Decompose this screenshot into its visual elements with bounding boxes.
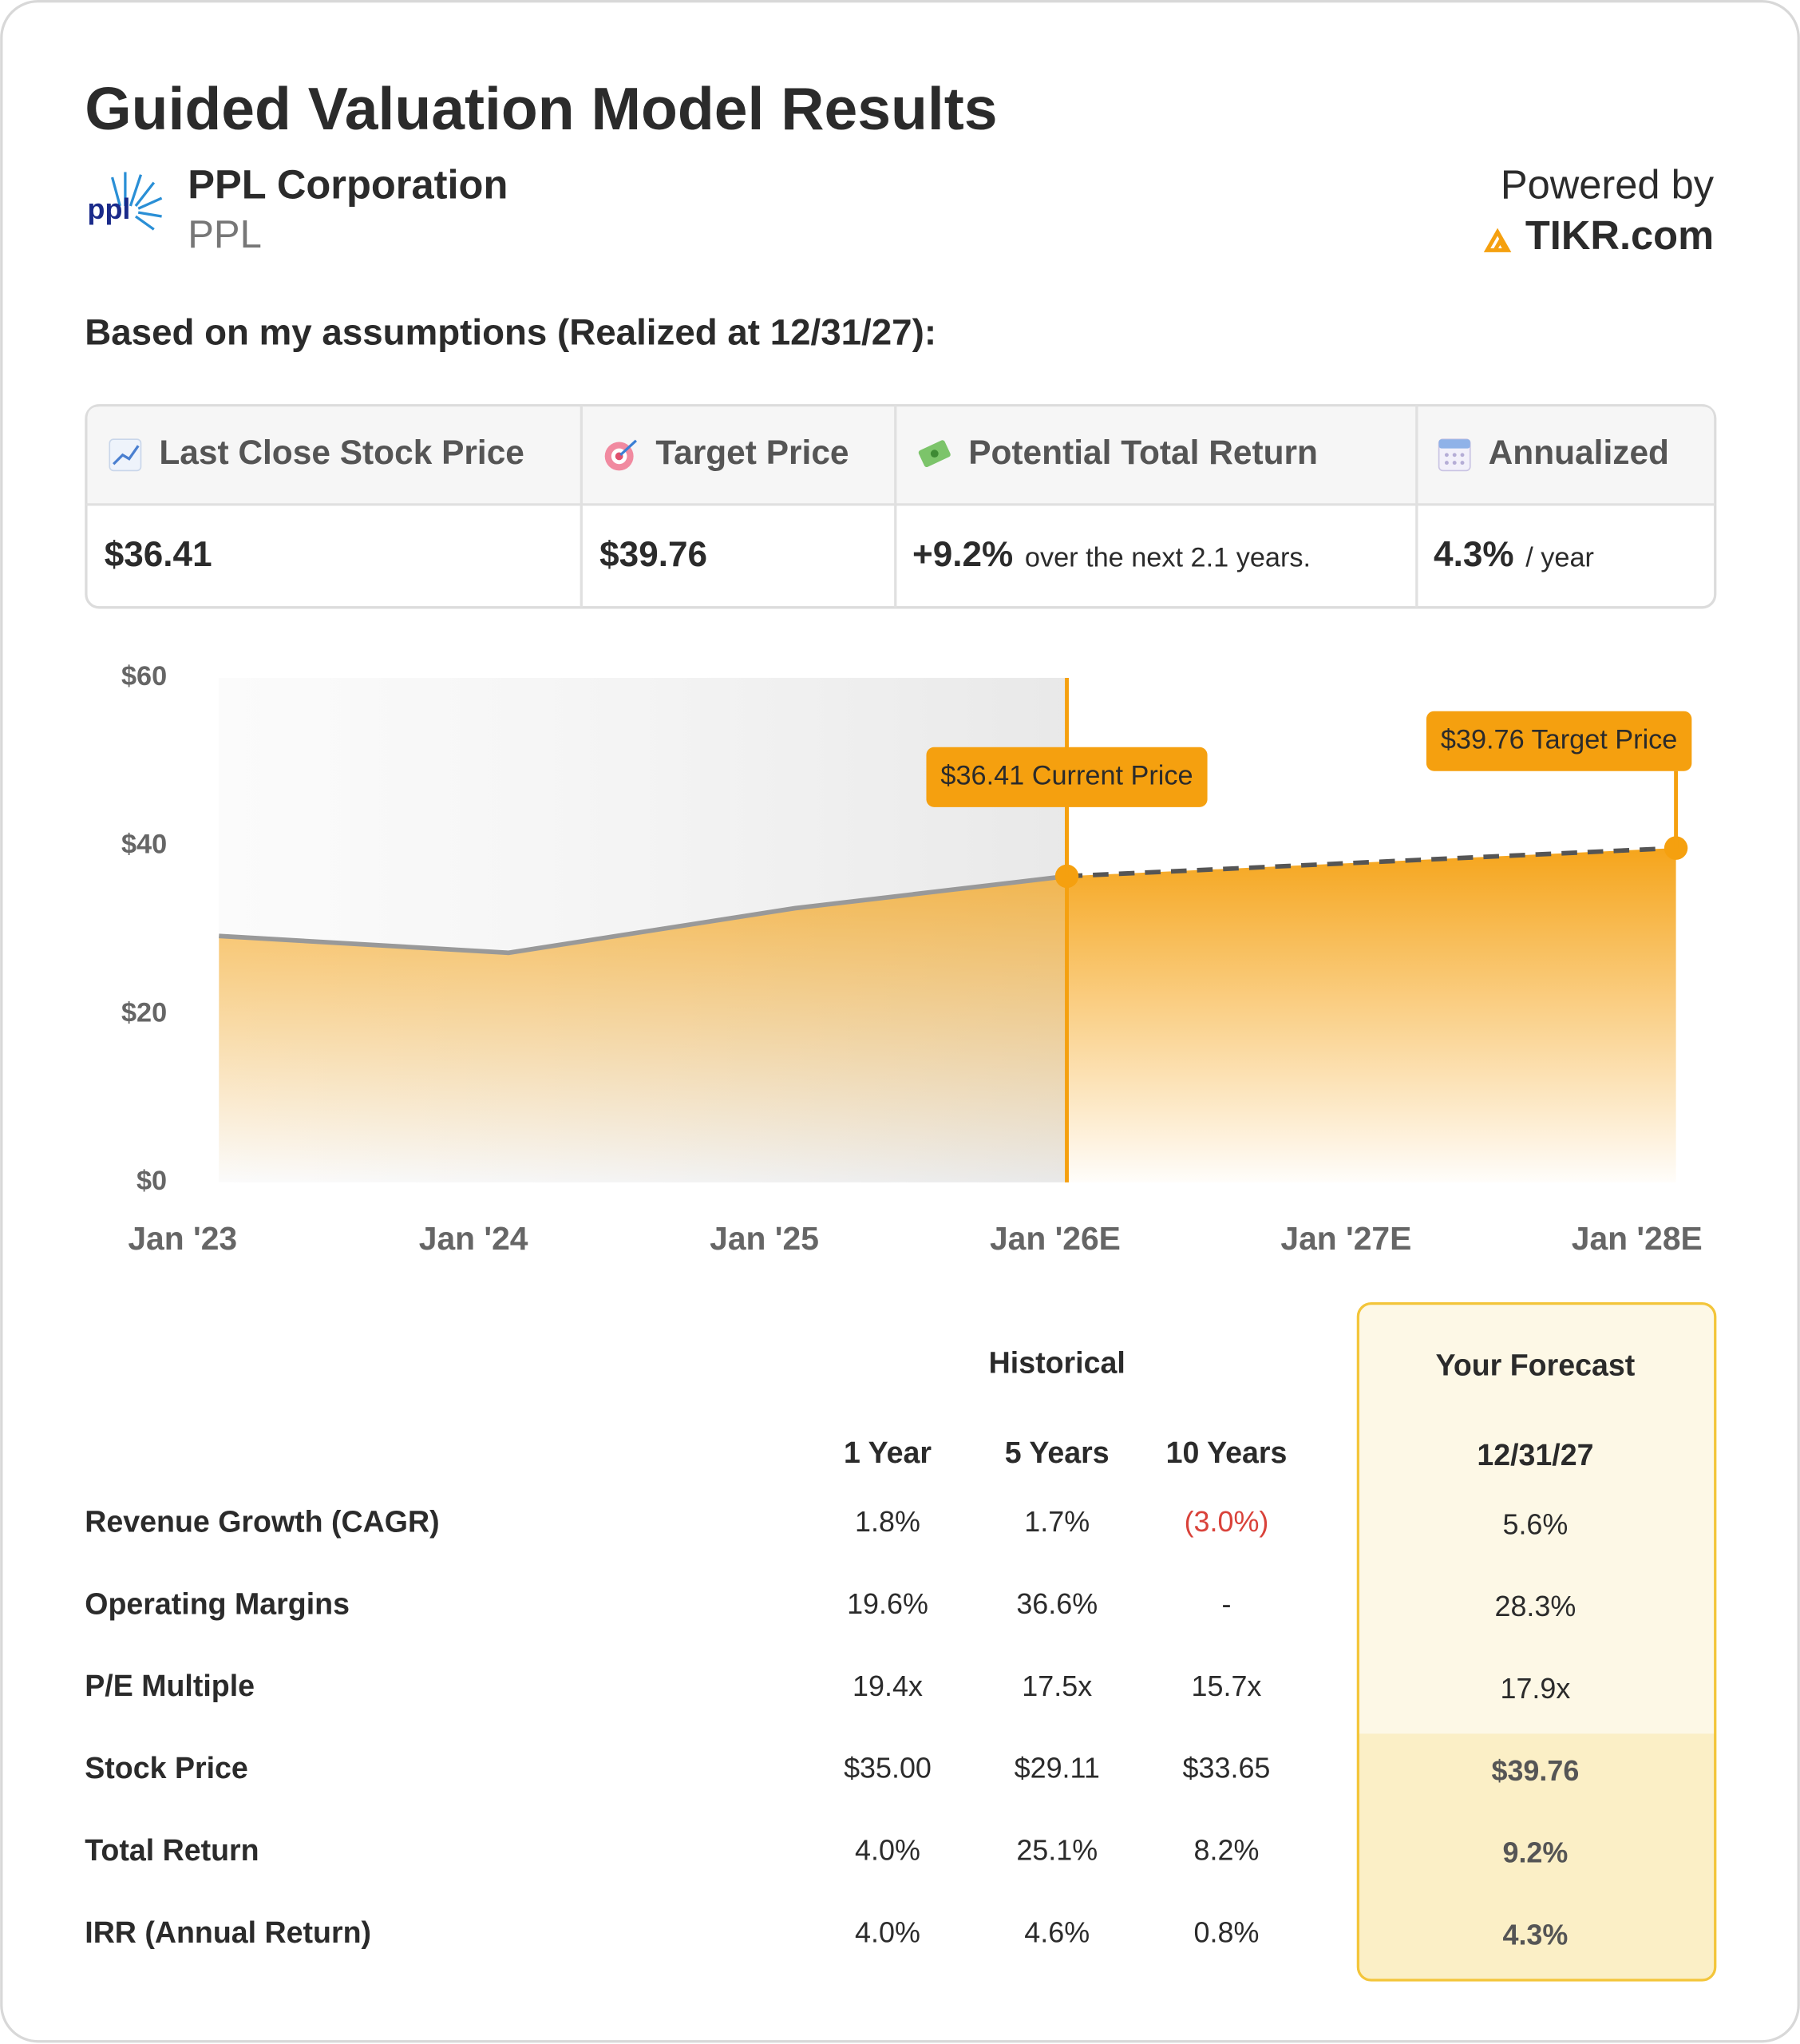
icon-chart bbox=[109, 438, 142, 472]
area-fill bbox=[219, 876, 1067, 1182]
column-header: 1 Year bbox=[844, 1436, 932, 1469]
forecast-cell: 17.9x bbox=[1500, 1672, 1570, 1705]
annotation-box bbox=[1426, 711, 1692, 771]
table-cell: 4.6% bbox=[1024, 1915, 1090, 1948]
table-cell: 19.4x bbox=[853, 1670, 923, 1702]
assumptions-heading: Based on my assumptions (Realized at 12/… bbox=[85, 312, 936, 353]
forecast-cell: 28.3% bbox=[1495, 1590, 1576, 1622]
icon-calendar bbox=[1438, 438, 1471, 472]
forecast-box bbox=[1356, 1302, 1717, 1982]
column-header: 10 Years bbox=[1166, 1436, 1288, 1469]
table-cell: $29.11 bbox=[1015, 1752, 1100, 1785]
row-label: Operating Margins bbox=[85, 1586, 350, 1620]
annotation: $39.76 Target Price bbox=[1426, 711, 1692, 849]
tikr-icon bbox=[1483, 228, 1512, 252]
logo-text: ppl bbox=[88, 192, 131, 225]
x-tick-label: Jan '25 bbox=[710, 1220, 819, 1257]
forecast-header: Your Forecast bbox=[1436, 1349, 1636, 1382]
x-tick-label: Jan '23 bbox=[128, 1220, 237, 1257]
table-cell: 17.5x bbox=[1022, 1670, 1092, 1702]
powered-by: Powered by bbox=[1501, 161, 1715, 207]
chart: $0 $20 $40 $60 Jan '23 Jan '24 Jan '25 Jan '26E… bbox=[121, 661, 1703, 1257]
annotation-box bbox=[926, 747, 1208, 807]
forecast-cell: 9.2% bbox=[1502, 1836, 1568, 1869]
logo: ppl bbox=[88, 172, 163, 231]
metrics-table: Historical Your Forecast 1 Year 5 Years 10 Y… bbox=[85, 1345, 1635, 1951]
row-label: IRR (Annual Return) bbox=[85, 1915, 371, 1949]
group-header: Historical bbox=[989, 1345, 1125, 1379]
summary-value: $39.76 bbox=[599, 535, 707, 574]
column-header: 12/31/27 bbox=[1477, 1438, 1593, 1472]
forecast-cell: $39.76 bbox=[1492, 1754, 1580, 1787]
summary-box bbox=[85, 404, 1717, 609]
summary-value: $36.41 bbox=[105, 535, 212, 574]
table-cell: 4.0% bbox=[855, 1833, 920, 1866]
x-tick-label: Jan '27E bbox=[1280, 1220, 1411, 1257]
summary-value: +9.2% bbox=[912, 535, 1013, 574]
y-tick-label: $60 bbox=[121, 661, 167, 691]
annotation-text: $39.76 Target Price bbox=[1441, 724, 1678, 755]
annotation-text: $36.41 Current Price bbox=[940, 760, 1193, 790]
table-cell: $35.00 bbox=[844, 1752, 932, 1785]
price-line bbox=[219, 873, 1067, 956]
area-fill bbox=[1066, 848, 1676, 1182]
title: Guided Valuation Model Results bbox=[85, 75, 997, 142]
table-cell: 25.1% bbox=[1016, 1833, 1098, 1866]
forecast-cell: 5.6% bbox=[1502, 1507, 1568, 1540]
summary-label: Potential Total Return bbox=[968, 434, 1318, 471]
price-line bbox=[1066, 846, 1676, 879]
row-label: P/E Multiple bbox=[85, 1669, 255, 1702]
y-tick-label: $20 bbox=[121, 997, 167, 1028]
summary-value: 4.3% bbox=[1434, 535, 1513, 574]
annotation: $36.41 Current Price bbox=[926, 747, 1208, 877]
summary-label: Annualized bbox=[1489, 434, 1669, 471]
table-cell: - bbox=[1221, 1587, 1231, 1620]
brand: TIKR.com bbox=[1525, 212, 1714, 258]
row-label: Revenue Growth (CAGR) bbox=[85, 1504, 439, 1538]
y-tick-label: $40 bbox=[121, 830, 167, 860]
x-tick-label: Jan '24 bbox=[419, 1220, 528, 1257]
row-label: Stock Price bbox=[85, 1751, 248, 1785]
summary-label: Last Close Stock Price bbox=[159, 434, 524, 471]
forecast-cell: 4.3% bbox=[1502, 1919, 1568, 1951]
icon-target bbox=[604, 439, 637, 471]
x-tick-label: Jan '28E bbox=[1572, 1220, 1703, 1257]
table-cell: $33.65 bbox=[1183, 1752, 1271, 1785]
summary-cells: Last Close Stock Price $36.41 Target Price… bbox=[105, 434, 1669, 574]
summary-note: / year bbox=[1525, 542, 1594, 572]
table-cell: (3.0%) bbox=[1185, 1505, 1269, 1538]
summary-label: Target Price bbox=[655, 434, 849, 471]
table-cell: 4.0% bbox=[855, 1915, 920, 1948]
table-cell: 15.7x bbox=[1192, 1670, 1262, 1702]
column-header: 5 Years bbox=[1005, 1436, 1110, 1469]
y-tick-label: $0 bbox=[136, 1166, 167, 1196]
x-tick-label: Jan '26E bbox=[990, 1220, 1121, 1257]
table-cell: 0.8% bbox=[1194, 1915, 1260, 1948]
company-name: PPL Corporation bbox=[188, 161, 508, 207]
icon-money bbox=[918, 440, 951, 468]
row-label: Total Return bbox=[85, 1833, 259, 1867]
table-cell: 8.2% bbox=[1194, 1833, 1260, 1866]
ticker: PPL bbox=[188, 213, 262, 256]
table-cell: 1.7% bbox=[1024, 1505, 1090, 1538]
table-cell: 1.8% bbox=[855, 1505, 920, 1538]
table-cell: 19.6% bbox=[847, 1587, 928, 1620]
summary-note: over the next 2.1 years. bbox=[1025, 542, 1311, 572]
table-cell: 36.6% bbox=[1016, 1587, 1098, 1620]
